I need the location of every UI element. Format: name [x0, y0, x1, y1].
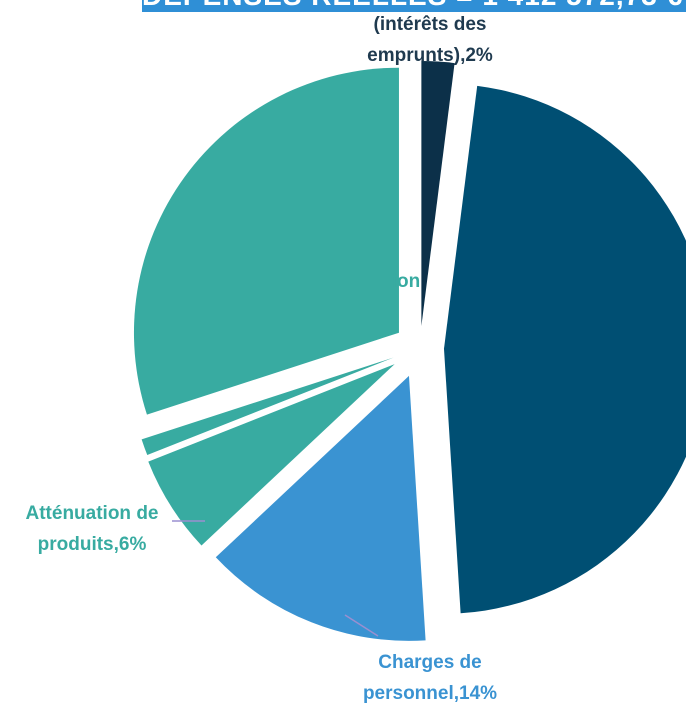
slice-label-line: produits,6% [38, 534, 147, 555]
pie-slice-0 [421, 61, 455, 327]
leader-lines [172, 520, 379, 637]
pie-slice-3 [148, 364, 395, 546]
slice-label-line: Atténuation de [26, 503, 159, 524]
slice-label-line: emprunts),2% [367, 45, 493, 66]
leader-line-2 [344, 614, 379, 637]
slice-label-3: Atténuation de produits,6% [26, 503, 159, 555]
slice-label-2: Charges de personnel,14% [363, 652, 497, 704]
slice-label-line: (intérêts des [374, 14, 487, 35]
slice-labels: (intérêts des emprunts),2% Charges de perso… [26, 14, 498, 704]
pie-slice-5 [133, 67, 399, 415]
slice-label-line: Charges de [378, 652, 481, 673]
pie-slices [133, 61, 686, 641]
slice-label-0: (intérêts des emprunts),2% [367, 14, 493, 66]
pie-slice-2 [215, 375, 426, 641]
pie-slice-1 [443, 85, 686, 614]
slice-label-line: ion [392, 271, 421, 292]
pie-slice-4 [141, 357, 394, 456]
slice-label-5: ion [392, 271, 421, 292]
slice-label-line: personnel,14% [363, 683, 497, 704]
chart-title-bar: DÉPENSES RÉELLES = 1 412 572,73 € [142, 0, 686, 12]
chart-title: DÉPENSES RÉELLES = 1 412 572,73 € [142, 0, 683, 12]
